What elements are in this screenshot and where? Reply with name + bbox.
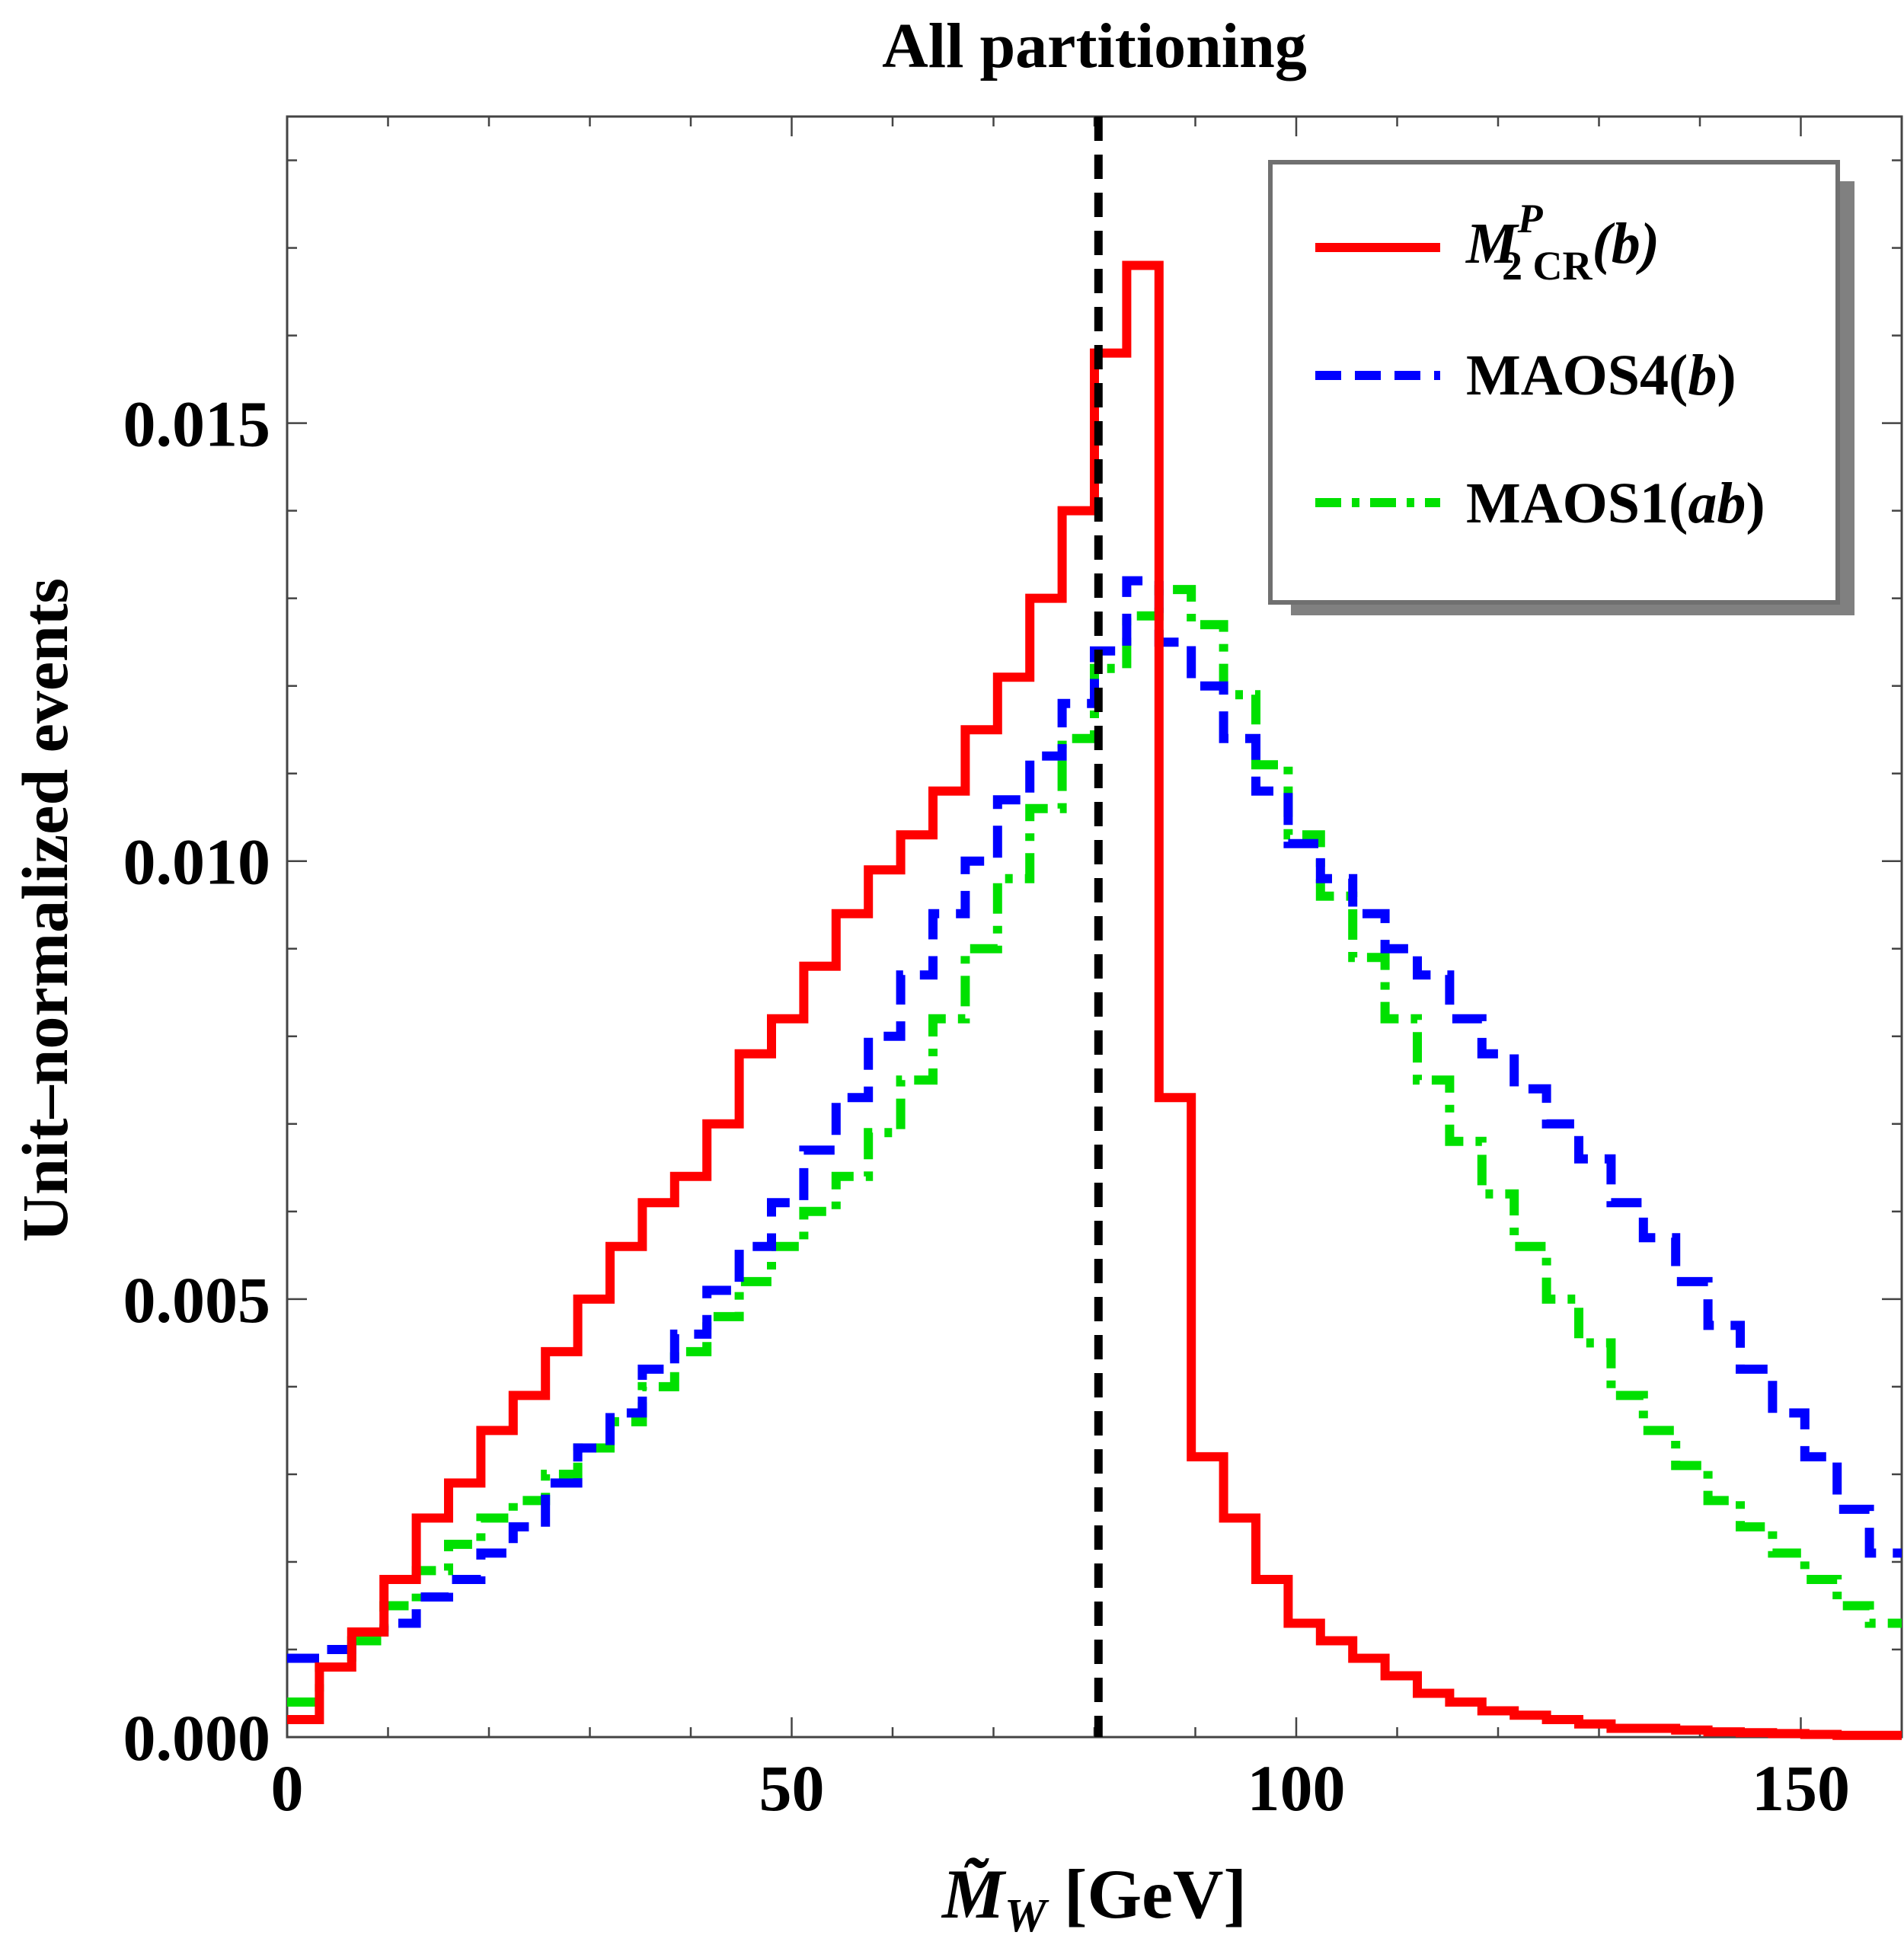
y-axis-label: Unit–normalized events: [8, 578, 81, 1242]
legend-entry-m2cr: MP 2 CR(b): [1315, 196, 1660, 289]
x-tick-label: 150: [1752, 1752, 1850, 1825]
legend-label-m2cr-main: M: [1465, 212, 1519, 276]
legend-entry-maos1: MAOS1(ab): [1315, 471, 1765, 535]
legend-label-maos1-main: MAOS1: [1466, 471, 1669, 535]
x-axis-unit: [GeV]: [1064, 1855, 1247, 1933]
legend: MP 2 CR(b) MAOS4(b) MAOS1(ab): [1268, 160, 1854, 615]
x-axis-label: M̃W [GeV]: [941, 1855, 1247, 1942]
legend-entry-maos4: MAOS4(b): [1315, 343, 1736, 407]
legend-label-maos4-main: MAOS4: [1466, 343, 1669, 407]
axis-ticks: 0 50 100 150 0.000 0.005 0.010 0.015: [123, 117, 1903, 1825]
y-tick-label: 0.015: [123, 388, 271, 461]
series-maos1-step: [287, 585, 1902, 1707]
legend-box: [1268, 160, 1840, 605]
y-tick-label: 0.005: [123, 1263, 271, 1337]
chart-title: All partitioning: [882, 11, 1307, 81]
legend-label-maos1-arg: ab: [1688, 471, 1746, 535]
svg-text:MAOS1(ab): MAOS1(ab): [1466, 471, 1765, 535]
legend-label-m2cr-sup: P: [1517, 196, 1544, 241]
legend-label-m2cr-sub: 2 CR: [1502, 243, 1593, 289]
svg-text:MAOS4(b): MAOS4(b): [1466, 343, 1736, 407]
legend-label-m2cr-arg: (b): [1593, 212, 1660, 276]
series-m2cr-step: [287, 260, 1902, 1740]
series-maos4-step: [287, 576, 1902, 1663]
svg-text:M̃W [GeV]: M̃W [GeV]: [941, 1855, 1247, 1941]
x-tick-label: 50: [759, 1752, 825, 1825]
svg-text:MP2 CR(b): MP 2 CR(b): [1465, 196, 1660, 289]
y-tick-label: 0.000: [123, 1701, 271, 1774]
y-tick-label: 0.010: [123, 826, 271, 899]
x-tick-label: 100: [1248, 1752, 1346, 1825]
legend-label-maos4-arg: b: [1688, 343, 1717, 407]
x-axis-subscript: W: [1005, 1890, 1049, 1941]
x-axis-symbol: M̃: [941, 1855, 1007, 1933]
x-tick-label: 0: [271, 1752, 304, 1825]
series-layer: [287, 260, 1902, 1740]
